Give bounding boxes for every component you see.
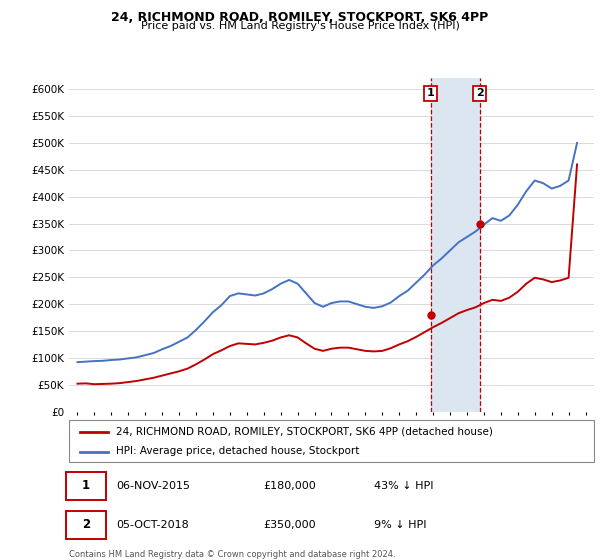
FancyBboxPatch shape xyxy=(69,420,594,462)
Text: 24, RICHMOND ROAD, ROMILEY, STOCKPORT, SK6 4PP: 24, RICHMOND ROAD, ROMILEY, STOCKPORT, S… xyxy=(112,11,488,24)
Text: 43% ↓ HPI: 43% ↓ HPI xyxy=(373,480,433,491)
Text: 1: 1 xyxy=(427,88,434,99)
Text: £180,000: £180,000 xyxy=(263,480,316,491)
FancyBboxPatch shape xyxy=(67,511,106,539)
Text: 2: 2 xyxy=(82,519,90,531)
Text: 2: 2 xyxy=(476,88,484,99)
FancyBboxPatch shape xyxy=(67,472,106,500)
Text: HPI: Average price, detached house, Stockport: HPI: Average price, detached house, Stoc… xyxy=(116,446,359,456)
Text: £350,000: £350,000 xyxy=(263,520,316,530)
Text: Price paid vs. HM Land Registry's House Price Index (HPI): Price paid vs. HM Land Registry's House … xyxy=(140,21,460,31)
Text: 9% ↓ HPI: 9% ↓ HPI xyxy=(373,520,426,530)
Text: 05-OCT-2018: 05-OCT-2018 xyxy=(116,520,189,530)
Bar xyxy=(431,78,479,412)
Text: 06-NOV-2015: 06-NOV-2015 xyxy=(116,480,190,491)
Text: 24, RICHMOND ROAD, ROMILEY, STOCKPORT, SK6 4PP (detached house): 24, RICHMOND ROAD, ROMILEY, STOCKPORT, S… xyxy=(116,427,493,437)
Text: Contains HM Land Registry data © Crown copyright and database right 2024.
This d: Contains HM Land Registry data © Crown c… xyxy=(69,550,395,560)
Text: 1: 1 xyxy=(82,479,90,492)
